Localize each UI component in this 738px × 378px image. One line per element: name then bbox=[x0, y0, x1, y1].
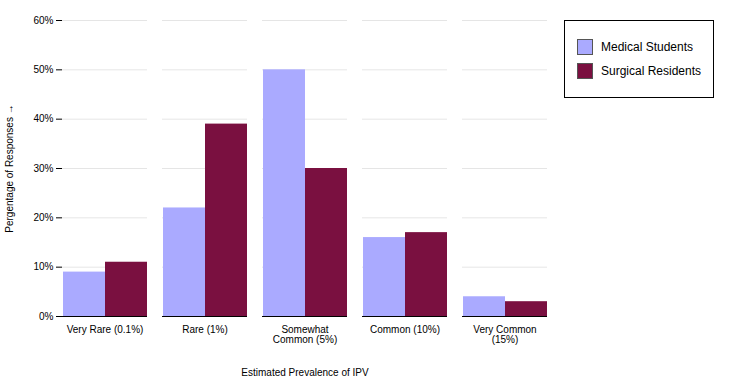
svg-text:Very Rare (0.1%): Very Rare (0.1%) bbox=[67, 324, 144, 335]
html-text:Surgical Residents: Surgical Residents bbox=[601, 64, 702, 78]
svg-text:Common (10%): Common (10%) bbox=[370, 324, 440, 335]
svg-text:60%: 60% bbox=[33, 15, 53, 26]
svg-text:Estimated Prevalence of IPV: Estimated Prevalence of IPV bbox=[241, 367, 369, 378]
svg-text:SomewhatCommon (5%): SomewhatCommon (5%) bbox=[273, 324, 337, 345]
svg-text:10%: 10% bbox=[33, 261, 53, 272]
svg-text:Pergentage of Responses →: Pergentage of Responses → bbox=[4, 104, 15, 232]
svg-text:30%: 30% bbox=[33, 163, 53, 174]
html-text:Medical Students: Medical Students bbox=[601, 40, 694, 54]
svg-text:40%: 40% bbox=[33, 113, 53, 124]
svg-text:Rare (1%): Rare (1%) bbox=[182, 324, 228, 335]
svg-text:20%: 20% bbox=[33, 212, 53, 223]
svg-text:50%: 50% bbox=[33, 64, 53, 75]
svg-text:0%: 0% bbox=[39, 311, 54, 322]
svg-text:Very Common(15%): Very Common(15%) bbox=[473, 324, 536, 345]
